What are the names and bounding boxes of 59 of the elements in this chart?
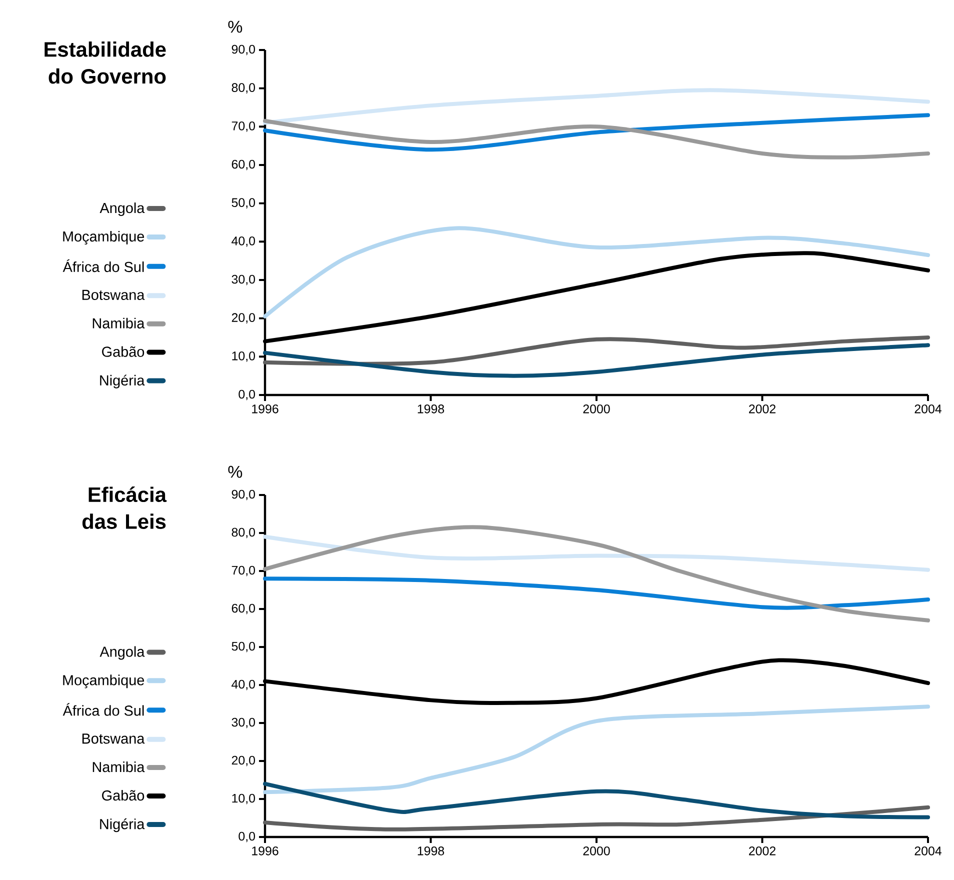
line-series — [263, 805, 930, 832]
legend-label: Gabão — [102, 346, 144, 357]
line-series — [263, 118, 930, 160]
y-tick-label: 0,0 — [238, 832, 256, 842]
y-tick-label: 30,0 — [232, 274, 256, 286]
y-tick-label: 90,0 — [232, 44, 256, 56]
y-axis-title: % — [228, 20, 242, 33]
line-series — [263, 525, 930, 622]
x-tick-label: 2000 — [583, 404, 610, 414]
legend-label: Botswana — [82, 734, 145, 744]
legend-label: Namibia — [92, 318, 145, 328]
y-tick-label: 20,0 — [232, 313, 256, 324]
y-tick-label: 40,0 — [232, 236, 256, 247]
x-tick-label: 1998 — [418, 846, 444, 856]
x-tick-label: 2002 — [749, 404, 776, 414]
line-series — [263, 88, 930, 125]
y-tick-label: 70,0 — [232, 566, 256, 576]
y-tick-label: 20,0 — [232, 756, 256, 766]
line-series — [263, 226, 930, 318]
x-tick-label: 1996 — [252, 846, 278, 856]
legend-label: Gabão — [102, 790, 144, 801]
legend-label: Nigéria — [100, 374, 145, 388]
y-axis-title: % — [228, 466, 242, 478]
line-series — [263, 576, 930, 610]
legend-label: Botswana — [82, 290, 145, 300]
y-tick-label: 70,0 — [232, 122, 256, 132]
legend-label: África do Sul — [62, 703, 144, 716]
legend-label: Angola — [100, 202, 145, 216]
legend-label: Moçambique — [63, 674, 144, 688]
legend-label: África do Sul — [62, 259, 144, 272]
line-series — [263, 343, 930, 378]
line-series — [263, 113, 930, 152]
x-tick-label: 2004 — [914, 846, 942, 856]
chart-title: Estabilidade do Governo — [44, 42, 166, 84]
y-tick-label: 80,0 — [232, 83, 256, 94]
y-tick-label: 90,0 — [232, 490, 256, 500]
x-tick-label: 1996 — [252, 404, 278, 414]
legend-label: Moçambique — [63, 230, 144, 244]
chart-title: Eficácia das Leis — [82, 486, 167, 529]
y-tick-label: 50,0 — [232, 642, 256, 652]
y-tick-label: 60,0 — [232, 160, 256, 170]
y-tick-label: 40,0 — [232, 680, 256, 690]
line-series — [263, 782, 930, 820]
line-series — [263, 534, 930, 572]
y-tick-label: 60,0 — [232, 604, 256, 614]
y-tick-label: 0,0 — [238, 390, 256, 400]
y-tick-label: 50,0 — [232, 198, 256, 208]
legend-label: Namibia — [92, 762, 145, 772]
x-tick-label: 2002 — [749, 846, 776, 856]
x-tick-label: 2004 — [914, 404, 942, 414]
y-tick-label: 80,0 — [232, 528, 256, 538]
y-tick-label: 10,0 — [232, 794, 256, 804]
x-tick-label: 1998 — [418, 404, 444, 414]
y-tick-label: 10,0 — [232, 352, 256, 362]
line-series — [263, 704, 930, 794]
y-tick-label: 30,0 — [232, 718, 256, 728]
x-tick-label: 2000 — [583, 846, 610, 856]
legend-label: Angola — [100, 646, 145, 660]
legend-label: Nigéria — [100, 818, 145, 832]
